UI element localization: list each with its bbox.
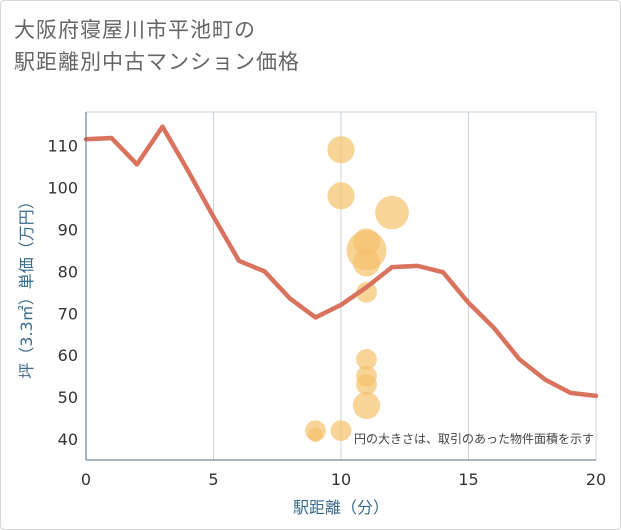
scatter-point [356,348,377,370]
scatter-series [305,136,409,443]
scatter-point [356,281,377,303]
y-tick-label: 40 [58,430,78,449]
x-tick-label: 15 [458,470,478,489]
y-tick-label: 100 [47,178,78,197]
chart-title-line-2: 駅距離別中古マンション価格 [14,50,300,74]
chart-title: 大阪府寝屋川市平池町の 駅距離別中古マンション価格 [14,14,300,78]
y-tick-label: 50 [58,388,78,407]
x-tick-label: 20 [586,470,606,489]
scatter-point [327,136,355,164]
x-tick-label: 0 [81,470,91,489]
y-axis-label: 坪（3.3㎡）単価（万円） [17,193,36,378]
y-tick-label: 60 [58,346,78,365]
gridlines [86,111,597,460]
y-tick-label: 80 [58,262,78,281]
scatter-point [330,420,352,442]
x-tick-label: 5 [208,470,218,489]
x-tick-label: 10 [331,470,351,489]
average-price-line [83,124,599,399]
axes [85,112,596,461]
tick-labels: 40 50 60 70 80 90 100 110 0 5 10 15 20 [47,137,606,489]
scatter-point [352,249,381,277]
x-axis-label: 駅距離（分） [293,498,389,517]
scatter-point [308,427,323,443]
line-series [83,124,599,399]
scatter-point [352,391,381,420]
y-tick-label: 110 [47,137,78,156]
scatter-point [327,182,355,210]
scatter-point [375,195,409,230]
y-tick-label: 70 [58,304,78,323]
scatter-point [356,374,377,395]
chart-title-line-1: 大阪府寝屋川市平池町の [14,18,256,42]
size-note: 円の大きさは、取引のあった物件面積を示す [354,431,594,446]
y-tick-label: 90 [58,220,78,239]
